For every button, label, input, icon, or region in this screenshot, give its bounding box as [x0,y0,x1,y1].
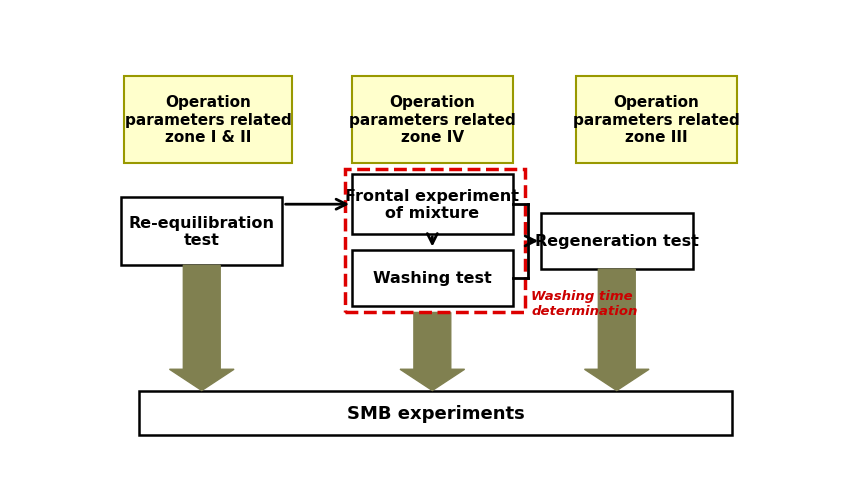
FancyBboxPatch shape [121,198,282,266]
FancyBboxPatch shape [352,250,513,306]
FancyBboxPatch shape [139,391,732,435]
Polygon shape [400,313,465,391]
Text: Washing test: Washing test [373,271,491,286]
FancyBboxPatch shape [352,77,513,163]
Text: Regeneration test: Regeneration test [535,234,699,249]
FancyBboxPatch shape [352,175,513,234]
FancyBboxPatch shape [541,213,693,270]
Text: Operation
parameters related
zone III: Operation parameters related zone III [573,95,740,145]
Polygon shape [585,270,649,391]
Text: SMB experiments: SMB experiments [347,404,524,422]
Text: Operation
parameters related
zone I & II: Operation parameters related zone I & II [125,95,292,145]
Text: Washing time
determination: Washing time determination [531,289,638,317]
Text: Frontal experiment
of mixture: Frontal experiment of mixture [345,188,519,221]
FancyBboxPatch shape [575,77,737,163]
FancyBboxPatch shape [124,77,292,163]
Text: Operation
parameters related
zone IV: Operation parameters related zone IV [349,95,516,145]
Text: Re-equilibration
test: Re-equilibration test [128,215,275,248]
Polygon shape [169,266,234,391]
